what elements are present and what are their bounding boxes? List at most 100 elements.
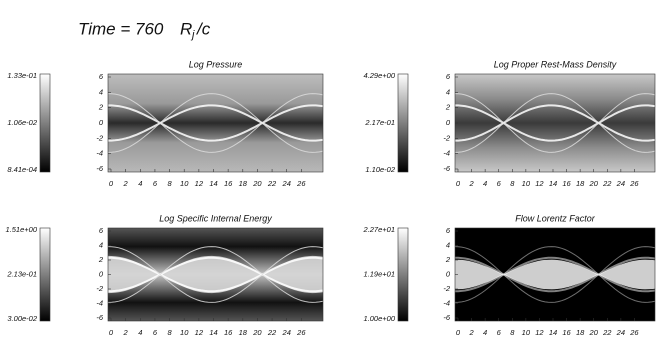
colorbar-label: 2.17e-01 [364, 118, 395, 127]
image-lens [455, 259, 655, 290]
image [455, 74, 655, 172]
x-tick-label: 14 [549, 179, 557, 188]
x-tick-label: 20 [252, 328, 262, 337]
x-tick-label: 0 [456, 328, 461, 337]
y-tick-label: -4 [96, 298, 103, 307]
x-tick-label: 2 [468, 328, 474, 337]
image-wave [107, 93, 324, 153]
x-tick-label: 10 [180, 179, 189, 188]
x-tick-label: 22 [602, 179, 612, 188]
x-tick-label: 12 [195, 179, 204, 188]
x-tick-label: 4 [138, 179, 142, 188]
image-wave [108, 256, 324, 293]
colorbar-label: 1.33e-01 [7, 71, 37, 80]
x-tick-label: 10 [522, 328, 531, 337]
image-wave [455, 104, 656, 142]
x-tick-label: 20 [589, 328, 599, 337]
x-tick-label: 20 [589, 179, 599, 188]
x-tick-label: 6 [497, 328, 502, 337]
y-tick-label: 6 [99, 226, 104, 235]
y-tick-label: 4 [99, 240, 103, 249]
y-tick-label: 0 [99, 269, 104, 278]
image-wave [454, 246, 656, 303]
time-label: Time = 760 [78, 19, 164, 38]
colorbar-label: 8.41e-04 [7, 165, 37, 174]
image-wave [454, 246, 656, 303]
x-tick-label: 18 [239, 179, 248, 188]
y-tick-label: 6 [99, 72, 104, 81]
x-tick-label: 12 [535, 328, 544, 337]
image [108, 74, 323, 172]
colorbar-label: 3.00e-02 [7, 314, 37, 323]
y-tick-label: 0 [446, 269, 451, 278]
y-tick-label: -2 [96, 284, 103, 293]
x-tick-label: 4 [138, 328, 142, 337]
x-tick-label: 8 [167, 328, 172, 337]
x-tick-label: 26 [629, 328, 639, 337]
x-tick-label: 6 [153, 328, 158, 337]
panel-title: Log Pressure [189, 59, 243, 69]
x-tick-label: 0 [109, 328, 114, 337]
colorbar-label: 2.27e+01 [363, 225, 396, 234]
image-wave [455, 256, 656, 293]
x-tick-label: 12 [535, 179, 544, 188]
x-tick-label: 22 [602, 328, 612, 337]
y-tick-label: -6 [96, 313, 103, 322]
image-wave [454, 93, 656, 153]
colorbar-label: 4.29e+00 [364, 71, 396, 80]
y-tick-label: 0 [446, 118, 451, 127]
x-tick-label: 16 [224, 328, 233, 337]
x-tick-label: 10 [522, 179, 531, 188]
y-tick-label: -6 [443, 164, 450, 173]
colorbar-label: 1.10e-02 [365, 165, 395, 174]
x-tick-label: 26 [296, 328, 306, 337]
y-tick-label: 2 [98, 103, 104, 112]
image-wave [454, 93, 656, 153]
image-wave [455, 104, 656, 142]
x-tick-label: 12 [195, 328, 204, 337]
y-tick-label: 2 [445, 103, 451, 112]
y-tick-label: 4 [99, 87, 103, 96]
x-tick-label: 2 [123, 179, 129, 188]
colorbar [397, 73, 409, 173]
unit-suffix: /c [196, 19, 211, 38]
x-tick-label: 2 [123, 328, 129, 337]
colorbar [397, 227, 409, 322]
colorbar-label: 1.51e+00 [6, 225, 38, 234]
x-tick-label: 0 [456, 179, 461, 188]
y-tick-label: -6 [96, 164, 103, 173]
image-lens [108, 255, 323, 294]
x-tick-label: 16 [562, 179, 571, 188]
colorbar-label: 1.06e-02 [7, 118, 37, 127]
y-tick-label: 6 [446, 226, 451, 235]
image-wave [455, 256, 656, 293]
unit-sub: j [190, 29, 195, 41]
x-tick-label: 24 [282, 328, 291, 337]
colorbar [39, 227, 51, 322]
panel-title: Log Proper Rest-Mass Density [494, 59, 617, 69]
x-tick-label: 10 [180, 328, 189, 337]
x-tick-label: 18 [576, 179, 585, 188]
x-tick-label: 8 [167, 179, 172, 188]
colorbar-label: 1.19e+01 [364, 269, 396, 278]
x-tick-label: 14 [209, 328, 217, 337]
x-tick-label: 14 [209, 179, 217, 188]
y-tick-label: -4 [96, 149, 103, 158]
x-tick-label: 18 [239, 328, 248, 337]
x-tick-label: 6 [153, 179, 158, 188]
x-tick-label: 4 [483, 328, 487, 337]
x-tick-label: 26 [629, 179, 639, 188]
image-wave [108, 256, 324, 293]
y-tick-label: -4 [443, 298, 450, 307]
colorbar-label: 2.13e-01 [6, 269, 37, 278]
image-wave [107, 93, 324, 153]
colorbar-label: 1.00e+00 [364, 314, 396, 323]
image-wave [108, 104, 324, 142]
x-tick-label: 6 [497, 179, 502, 188]
panel-title: Log Specific Internal Energy [159, 213, 272, 223]
image-wave [108, 104, 324, 142]
x-tick-label: 22 [267, 328, 277, 337]
x-tick-label: 8 [510, 328, 515, 337]
y-tick-label: 4 [446, 87, 450, 96]
x-tick-label: 26 [296, 179, 306, 188]
